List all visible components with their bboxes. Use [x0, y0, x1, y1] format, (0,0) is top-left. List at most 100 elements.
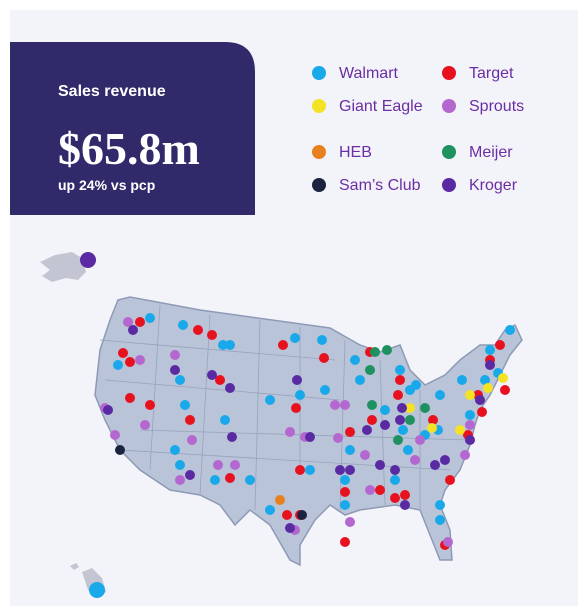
legend-label: Sprouts	[469, 98, 524, 115]
store-dot	[427, 423, 437, 433]
store-dot	[295, 390, 305, 400]
store-dot	[145, 313, 155, 323]
store-dot	[210, 475, 220, 485]
store-dot	[405, 415, 415, 425]
store-dot	[297, 510, 307, 520]
store-dot	[355, 375, 365, 385]
store-dot	[420, 403, 430, 413]
store-dot	[395, 365, 405, 375]
store-dot	[340, 487, 350, 497]
store-dot	[500, 385, 510, 395]
store-dot	[282, 510, 292, 520]
legend-label: Sam’s Club	[339, 177, 421, 194]
legend-swatch	[442, 99, 456, 113]
store-dot	[483, 383, 493, 393]
store-dot	[435, 515, 445, 525]
store-dot	[465, 420, 475, 430]
store-dots	[80, 252, 515, 598]
store-dot	[390, 475, 400, 485]
revenue-subtitle: up 24% vs pcp	[58, 177, 155, 193]
legend-swatch	[442, 145, 456, 159]
store-dot	[435, 390, 445, 400]
store-dot	[477, 407, 487, 417]
legend-label: Meijer	[469, 144, 513, 161]
store-dot	[360, 450, 370, 460]
store-dot	[125, 393, 135, 403]
store-dot	[330, 400, 340, 410]
store-dot	[465, 435, 475, 445]
legend-label: HEB	[339, 144, 372, 161]
legend-swatch	[312, 178, 326, 192]
store-dot	[245, 475, 255, 485]
legend-swatch	[442, 178, 456, 192]
store-dot	[193, 325, 203, 335]
store-dot	[175, 375, 185, 385]
legend-swatch	[312, 99, 326, 113]
store-dot	[123, 317, 133, 327]
store-dot	[498, 373, 508, 383]
store-dot	[218, 340, 228, 350]
store-dot	[285, 427, 295, 437]
store-dot	[428, 415, 438, 425]
store-dot	[370, 347, 380, 357]
store-dot	[213, 460, 223, 470]
store-dot	[135, 355, 145, 365]
store-dot	[362, 425, 372, 435]
store-dot	[393, 390, 403, 400]
store-dot	[382, 345, 392, 355]
store-dot	[278, 340, 288, 350]
store-dot	[410, 455, 420, 465]
legend-label: Target	[469, 65, 514, 82]
store-dot	[403, 445, 413, 455]
alaska	[40, 252, 86, 282]
store-dot	[185, 415, 195, 425]
store-dot	[305, 465, 315, 475]
store-dot	[375, 485, 385, 495]
store-dot	[113, 360, 123, 370]
store-dot	[340, 475, 350, 485]
store-dot	[145, 400, 155, 410]
store-dot	[397, 403, 407, 413]
legend: Walmart Target Giant Eagle Sprouts HEB Meijer…	[312, 65, 524, 194]
store-dot	[292, 375, 302, 385]
store-dot	[135, 317, 145, 327]
store-dot	[140, 420, 150, 430]
store-dot	[170, 445, 180, 455]
legend-swatch	[312, 66, 326, 80]
store-dot	[365, 365, 375, 375]
store-dot	[390, 493, 400, 503]
store-dot	[340, 400, 350, 410]
store-dot	[230, 460, 240, 470]
store-dot	[445, 475, 455, 485]
store-dot	[170, 350, 180, 360]
legend-label: Walmart	[339, 65, 399, 82]
store-dot	[265, 505, 275, 515]
store-dot	[180, 400, 190, 410]
store-dot	[460, 450, 470, 460]
store-dot	[495, 340, 505, 350]
store-dot	[457, 375, 467, 385]
store-dot	[380, 405, 390, 415]
store-dot	[390, 465, 400, 475]
store-dot	[220, 415, 230, 425]
store-dot	[110, 430, 120, 440]
store-dot	[405, 403, 415, 413]
store-dot	[345, 517, 355, 527]
store-dot	[485, 360, 495, 370]
store-dot	[443, 537, 453, 547]
store-dot	[319, 353, 329, 363]
store-dot	[178, 320, 188, 330]
store-dot	[393, 435, 403, 445]
store-dot	[170, 365, 180, 375]
store-dot	[225, 340, 235, 350]
store-dot	[215, 375, 225, 385]
store-dot	[187, 435, 197, 445]
store-dot	[290, 333, 300, 343]
store-dot	[485, 345, 495, 355]
store-dot	[411, 380, 421, 390]
store-dot	[430, 460, 440, 470]
store-dot	[225, 473, 235, 483]
store-dot	[305, 432, 315, 442]
legend-label: Giant Eagle	[339, 98, 423, 115]
